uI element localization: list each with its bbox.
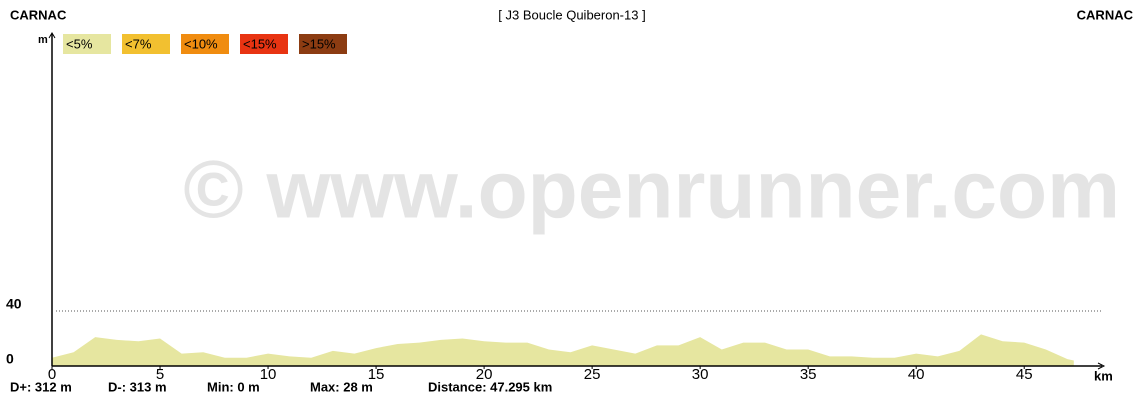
y-axis-label: m <box>38 34 48 46</box>
legend-label: >15% <box>302 36 336 51</box>
legend-label: <10% <box>184 36 218 51</box>
legend-label: <7% <box>125 36 152 51</box>
x-tick-label: 5 <box>156 366 164 383</box>
x-tick-label: 30 <box>692 366 709 383</box>
chart-title: [ J3 Boucle Quiberon-13 ] <box>498 7 645 22</box>
x-axis-arrow <box>1097 362 1106 370</box>
x-axis-label: km <box>1094 368 1113 383</box>
legend-swatch <box>181 34 229 54</box>
x-tick-label: 45 <box>1016 366 1033 383</box>
legend-swatch <box>240 34 288 54</box>
y-tick-label: 40 <box>6 296 22 312</box>
x-tick-label: 15 <box>368 366 385 383</box>
x-tick-label: 25 <box>584 366 601 383</box>
watermark: © www.openrunner.com <box>183 145 1120 236</box>
stat: Min: 0 m <box>207 379 260 394</box>
stat: Max: 28 m <box>310 379 373 394</box>
x-tick-label: 0 <box>48 366 56 383</box>
legend-swatch <box>122 34 170 54</box>
legend-swatch <box>299 34 347 54</box>
stat: D+: 312 m <box>10 379 72 394</box>
x-tick-label: 40 <box>908 366 925 383</box>
elevation-area <box>52 334 1074 366</box>
x-tick-label: 10 <box>260 366 277 383</box>
end-label: CARNAC <box>1077 7 1134 22</box>
legend-label: <5% <box>66 36 93 51</box>
x-tick-label: 20 <box>476 366 493 383</box>
legend-swatch <box>63 34 111 54</box>
stat: D-: 313 m <box>108 379 167 394</box>
legend-label: <15% <box>243 36 277 51</box>
y-tick-label: 0 <box>6 351 14 367</box>
y-axis-arrow <box>48 32 56 39</box>
x-tick-label: 35 <box>800 366 817 383</box>
start-label: CARNAC <box>10 7 67 22</box>
stat: Distance: 47.295 km <box>428 379 552 394</box>
